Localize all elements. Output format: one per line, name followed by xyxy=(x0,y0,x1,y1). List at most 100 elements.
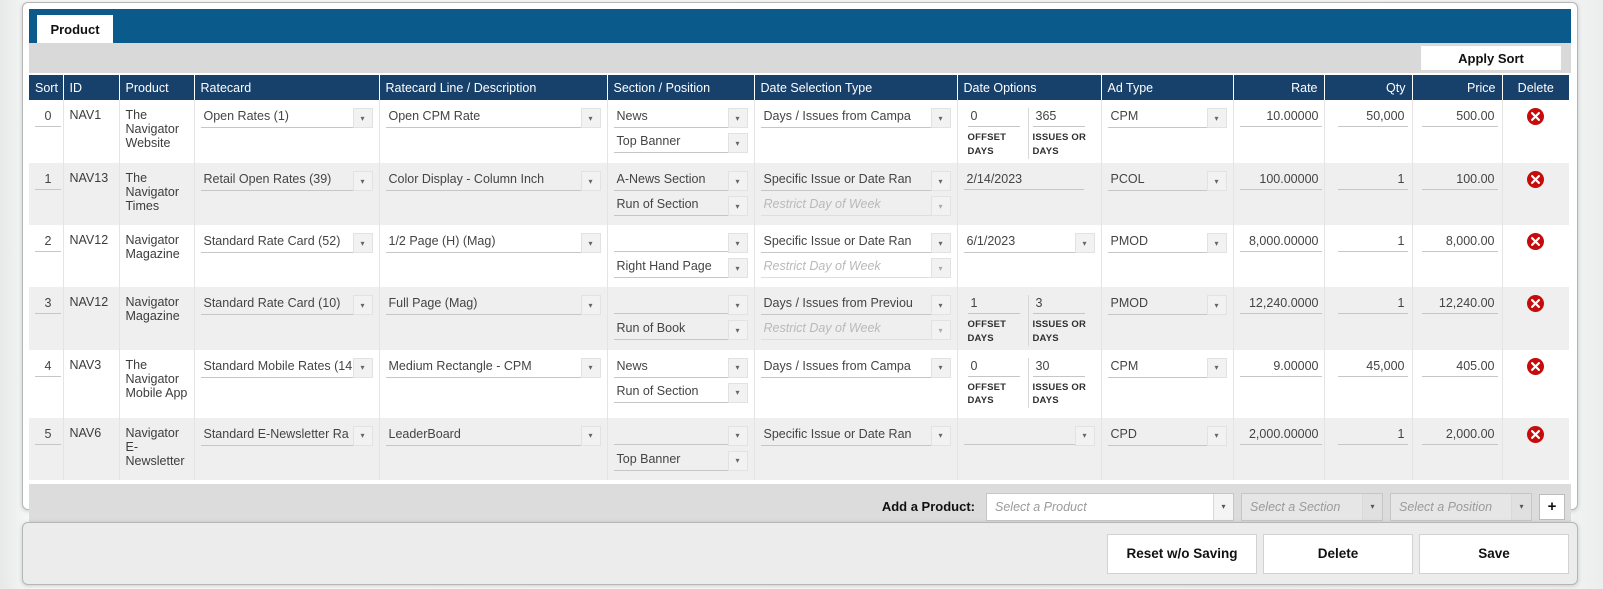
offset-days-input[interactable]: 0 xyxy=(967,108,1020,127)
ad-type-value[interactable]: PCOL xyxy=(1107,171,1207,191)
chevron-down-icon[interactable]: ▾ xyxy=(352,425,373,446)
section-combobox[interactable]: A-News Section ▾ xyxy=(613,171,748,191)
issues-or-days-input[interactable]: 3 xyxy=(1032,295,1085,314)
sort-input[interactable]: 4 xyxy=(35,358,61,377)
chevron-down-icon[interactable]: ▾ xyxy=(580,295,601,315)
section-value[interactable] xyxy=(613,426,728,445)
chevron-down-icon[interactable]: ▾ xyxy=(1206,425,1227,446)
chevron-down-icon[interactable]: ▾ xyxy=(580,171,601,191)
qty-input[interactable]: 1 xyxy=(1337,295,1408,314)
rate-input[interactable]: 8,000.00000 xyxy=(1239,233,1322,252)
select-position-combobox[interactable]: Select a Position ▾ xyxy=(1390,492,1532,521)
ad-type-combobox[interactable]: CPD ▾ xyxy=(1107,425,1227,446)
rate-input[interactable]: 9.00000 xyxy=(1239,358,1322,377)
ratecard-combobox[interactable]: Open Rates (1) ▾ xyxy=(200,108,373,128)
ratecard-value[interactable]: Standard E-Newsletter Ra xyxy=(200,426,353,446)
chevron-down-icon[interactable]: ▾ xyxy=(1206,171,1227,191)
rate-input[interactable]: 2,000.00000 xyxy=(1239,426,1322,445)
ratecard-combobox[interactable]: Standard Rate Card (10) ▾ xyxy=(200,295,373,315)
chevron-down-icon[interactable]: ▾ xyxy=(1206,357,1227,378)
add-product-button[interactable]: + xyxy=(1539,493,1565,520)
date-combobox[interactable]: ▾ xyxy=(963,425,1095,446)
chevron-down-icon[interactable]: ▾ xyxy=(580,425,601,446)
offset-days-input[interactable]: 1 xyxy=(967,295,1020,314)
ad-type-combobox[interactable]: PCOL ▾ xyxy=(1107,171,1227,191)
section-combobox[interactable]: ▾ xyxy=(613,295,748,315)
ratecard-combobox[interactable]: Standard Mobile Rates (14 ▾ xyxy=(200,357,373,378)
chevron-down-icon[interactable]: ▾ xyxy=(727,425,748,446)
ad-type-value[interactable]: CPD xyxy=(1107,426,1207,446)
position-value[interactable]: Right Hand Page xyxy=(613,258,728,278)
ad-type-value[interactable]: CPM xyxy=(1107,358,1207,378)
price-input[interactable]: 500.00 xyxy=(1421,108,1498,127)
rate-input[interactable]: 10.00000 xyxy=(1239,108,1322,127)
chevron-down-icon[interactable]: ▾ xyxy=(580,233,601,253)
position-value[interactable]: Run of Section xyxy=(613,196,728,216)
date-selection-type-combobox[interactable]: Days / Issues from Campa ▾ xyxy=(760,357,951,378)
chevron-down-icon[interactable]: ▾ xyxy=(1362,493,1382,520)
chevron-down-icon[interactable]: ▾ xyxy=(727,233,748,253)
chevron-down-icon[interactable]: ▾ xyxy=(580,108,601,128)
ratecard-combobox[interactable]: Retail Open Rates (39) ▾ xyxy=(200,171,373,191)
chevron-down-icon[interactable]: ▾ xyxy=(930,171,951,191)
section-combobox[interactable]: ▾ xyxy=(613,425,748,446)
section-combobox[interactable]: ▾ xyxy=(613,233,748,253)
date-value[interactable]: 6/1/2023 xyxy=(963,233,1075,253)
ratecard-value[interactable]: Standard Mobile Rates (14 xyxy=(200,358,353,378)
delete-row-icon[interactable] xyxy=(1527,295,1545,312)
ratecard-combobox[interactable]: Standard E-Newsletter Ra ▾ xyxy=(200,425,373,446)
position-value[interactable]: Top Banner xyxy=(613,451,728,471)
section-combobox[interactable]: News ▾ xyxy=(613,108,748,128)
chevron-down-icon[interactable]: ▾ xyxy=(930,357,951,378)
position-value[interactable]: Top Banner xyxy=(613,133,728,153)
ratecard-line-combobox[interactable]: Open CPM Rate ▾ xyxy=(385,108,601,128)
qty-input[interactable]: 1 xyxy=(1337,233,1408,252)
ad-type-combobox[interactable]: PMOD ▾ xyxy=(1107,233,1227,253)
rate-input[interactable]: 12,240.0000 xyxy=(1239,295,1322,314)
date-selection-type-combobox[interactable]: Specific Issue or Date Ran ▾ xyxy=(760,425,951,446)
chevron-down-icon[interactable]: ▾ xyxy=(727,295,748,315)
price-input[interactable]: 100.00 xyxy=(1421,171,1498,190)
ratecard-combobox[interactable]: Standard Rate Card (52) ▾ xyxy=(200,233,373,253)
price-input[interactable]: 405.00 xyxy=(1421,358,1498,377)
delete-row-icon[interactable] xyxy=(1527,108,1545,125)
chevron-down-icon[interactable]: ▾ xyxy=(930,233,951,253)
issues-or-days-input[interactable]: 30 xyxy=(1032,358,1085,377)
delete-row-icon[interactable] xyxy=(1527,233,1545,250)
price-input[interactable]: 12,240.00 xyxy=(1421,295,1498,314)
price-input[interactable]: 8,000.00 xyxy=(1421,233,1498,252)
date-selection-type-combobox[interactable]: Days / Issues from Campa ▾ xyxy=(760,108,951,128)
tab-product[interactable]: Product xyxy=(37,15,113,43)
qty-input[interactable]: 50,000 xyxy=(1337,108,1408,127)
chevron-down-icon[interactable]: ▾ xyxy=(727,196,748,216)
date-selection-type-value[interactable]: Specific Issue or Date Ran xyxy=(760,233,931,253)
date-value[interactable] xyxy=(963,426,1075,445)
section-value[interactable]: A-News Section xyxy=(613,171,728,191)
chevron-down-icon[interactable]: ▾ xyxy=(930,108,951,128)
issues-or-days-input[interactable]: 365 xyxy=(1032,108,1085,127)
sort-input[interactable]: 5 xyxy=(35,426,61,445)
ratecard-line-value[interactable]: Full Page (Mag) xyxy=(385,295,581,315)
qty-input[interactable]: 1 xyxy=(1337,171,1408,190)
rate-input[interactable]: 100.00000 xyxy=(1239,171,1322,190)
ad-type-value[interactable]: CPM xyxy=(1107,108,1207,128)
ratecard-value[interactable]: Standard Rate Card (10) xyxy=(200,295,353,315)
chevron-down-icon[interactable]: ▾ xyxy=(727,108,748,128)
ad-type-combobox[interactable]: CPM ▾ xyxy=(1107,108,1227,128)
date-selection-type-value[interactable]: Specific Issue or Date Ran xyxy=(760,426,931,446)
chevron-down-icon[interactable]: ▾ xyxy=(727,171,748,191)
ratecard-line-value[interactable]: Medium Rectangle - CPM xyxy=(385,358,581,378)
ad-type-value[interactable]: PMOD xyxy=(1107,295,1207,315)
date-selection-type-value[interactable]: Days / Issues from Previou xyxy=(760,295,931,315)
select-section-combobox[interactable]: Select a Section ▾ xyxy=(1241,492,1383,521)
ad-type-value[interactable]: PMOD xyxy=(1107,233,1207,253)
position-combobox[interactable]: Run of Section ▾ xyxy=(613,196,748,216)
chevron-down-icon[interactable]: ▾ xyxy=(352,357,373,378)
ratecard-line-combobox[interactable]: Full Page (Mag) ▾ xyxy=(385,295,601,315)
ratecard-line-combobox[interactable]: Medium Rectangle - CPM ▾ xyxy=(385,357,601,378)
ad-type-combobox[interactable]: CPM ▾ xyxy=(1107,357,1227,378)
offset-days-input[interactable]: 0 xyxy=(967,358,1020,377)
chevron-down-icon[interactable]: ▾ xyxy=(1206,233,1227,253)
chevron-down-icon[interactable]: ▾ xyxy=(580,357,601,378)
position-combobox[interactable]: Top Banner ▾ xyxy=(613,133,748,153)
